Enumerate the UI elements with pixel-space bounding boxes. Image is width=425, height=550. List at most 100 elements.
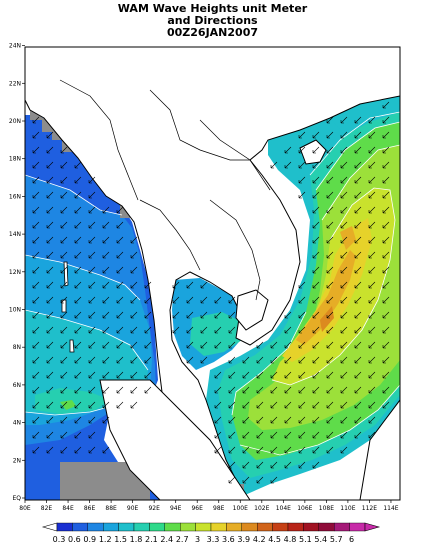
direction-arrow bbox=[368, 371, 376, 379]
direction-arrow bbox=[382, 311, 390, 319]
direction-arrow bbox=[368, 326, 376, 334]
direction-arrow bbox=[228, 371, 236, 379]
direction-arrow bbox=[88, 206, 96, 214]
colorbar-high-arrow bbox=[364, 522, 381, 532]
direction-arrow bbox=[172, 296, 180, 304]
map-area bbox=[25, 47, 400, 500]
direction-arrow bbox=[74, 386, 82, 394]
direction-arrow bbox=[298, 281, 306, 289]
direction-arrow bbox=[214, 416, 222, 424]
direction-arrow bbox=[130, 341, 138, 349]
direction-arrow bbox=[60, 161, 68, 169]
direction-arrow bbox=[46, 311, 54, 319]
lon-tick-label: 104E bbox=[276, 505, 291, 512]
colorbar-label: 4.2 bbox=[253, 535, 266, 544]
colorbar-swatch bbox=[149, 522, 165, 532]
direction-arrow bbox=[46, 206, 54, 214]
wave-band-2.4-spot bbox=[60, 400, 76, 410]
direction-arrow bbox=[88, 371, 96, 379]
lon-tick-label: 100E bbox=[233, 505, 248, 512]
contour-line bbox=[25, 254, 141, 301]
direction-arrow bbox=[312, 221, 320, 229]
direction-arrow bbox=[382, 326, 390, 334]
direction-arrow bbox=[270, 356, 278, 364]
direction-arrow bbox=[172, 281, 180, 289]
direction-arrow bbox=[32, 206, 40, 214]
direction-arrow bbox=[60, 446, 68, 454]
colorbar-swatch bbox=[179, 522, 196, 532]
direction-arrow bbox=[46, 131, 54, 139]
wave-direction-arrows bbox=[32, 101, 390, 484]
colorbar-swatch bbox=[72, 522, 89, 532]
direction-arrow bbox=[326, 416, 334, 424]
island bbox=[63, 261, 69, 287]
direction-arrow bbox=[382, 191, 390, 199]
direction-arrow bbox=[340, 311, 348, 319]
direction-arrow bbox=[354, 311, 362, 319]
direction-arrow bbox=[340, 176, 348, 184]
direction-arrow bbox=[88, 236, 96, 244]
direction-arrow bbox=[186, 296, 194, 304]
colorbar-swatch bbox=[334, 522, 350, 532]
direction-arrow bbox=[74, 206, 82, 214]
direction-arrow bbox=[382, 251, 390, 259]
direction-arrow bbox=[326, 191, 334, 199]
direction-arrow bbox=[32, 176, 40, 184]
latitude-axis: EQ 2N 4N 6N 8N 10N 12N 14N 16N 18N 20N 22N 24N bbox=[9, 43, 25, 502]
direction-arrow bbox=[368, 356, 376, 364]
direction-arrow bbox=[298, 386, 306, 394]
colorbar-label: 5.4 bbox=[314, 535, 327, 544]
direction-arrow bbox=[354, 131, 362, 139]
direction-arrow bbox=[298, 371, 306, 379]
direction-arrow bbox=[340, 116, 348, 124]
direction-arrow bbox=[144, 311, 152, 319]
colorbar-label: 1.2 bbox=[99, 535, 112, 544]
direction-arrow bbox=[298, 131, 306, 139]
colorbar-label: 4.5 bbox=[268, 535, 281, 544]
direction-arrow bbox=[46, 221, 54, 229]
direction-arrow bbox=[32, 251, 40, 259]
direction-arrow bbox=[368, 386, 376, 394]
direction-arrow bbox=[88, 266, 96, 274]
direction-arrow bbox=[382, 386, 390, 394]
lon-tick-label: 108E bbox=[319, 505, 334, 512]
direction-arrow bbox=[340, 146, 348, 154]
colorbar-swatch bbox=[318, 522, 335, 532]
direction-arrow bbox=[326, 386, 334, 394]
mask-cell bbox=[42, 118, 52, 132]
direction-arrow bbox=[32, 116, 40, 124]
direction-arrow bbox=[116, 326, 124, 334]
direction-arrow bbox=[102, 401, 110, 409]
lat-tick-label: 22N bbox=[9, 80, 21, 87]
direction-arrow bbox=[228, 431, 236, 439]
direction-arrow bbox=[214, 341, 222, 349]
direction-arrow bbox=[368, 266, 376, 274]
lat-tick-label: EQ bbox=[12, 495, 21, 502]
direction-arrow bbox=[354, 281, 362, 289]
direction-arrow bbox=[60, 341, 68, 349]
direction-arrow bbox=[312, 431, 320, 439]
direction-arrow bbox=[368, 146, 376, 154]
lon-tick-label: 94E bbox=[170, 505, 182, 512]
colorbar-label: 4.8 bbox=[284, 535, 297, 544]
direction-arrow bbox=[46, 431, 54, 439]
direction-arrow bbox=[88, 251, 96, 259]
direction-arrow bbox=[172, 311, 180, 319]
direction-arrow bbox=[228, 476, 236, 484]
taiwan-strait-field bbox=[330, 96, 400, 135]
direction-arrow bbox=[340, 161, 348, 169]
direction-arrow bbox=[60, 281, 68, 289]
colorbar: 0.3 0.6 0.9 1.2 1.5 1.8 2.1 2.4 2.7 3 3.3 3.6 3.9 4.2… bbox=[41, 522, 381, 544]
direction-arrow bbox=[228, 386, 236, 394]
lon-tick-label: 92E bbox=[148, 505, 160, 512]
border-line bbox=[209, 199, 261, 301]
direction-arrow bbox=[284, 416, 292, 424]
direction-arrow bbox=[130, 296, 138, 304]
direction-arrow bbox=[284, 341, 292, 349]
direction-arrow bbox=[116, 296, 124, 304]
direction-arrow bbox=[102, 371, 110, 379]
direction-arrow bbox=[368, 131, 376, 139]
direction-arrow bbox=[382, 281, 390, 289]
direction-arrow bbox=[354, 296, 362, 304]
direction-arrow bbox=[102, 311, 110, 319]
